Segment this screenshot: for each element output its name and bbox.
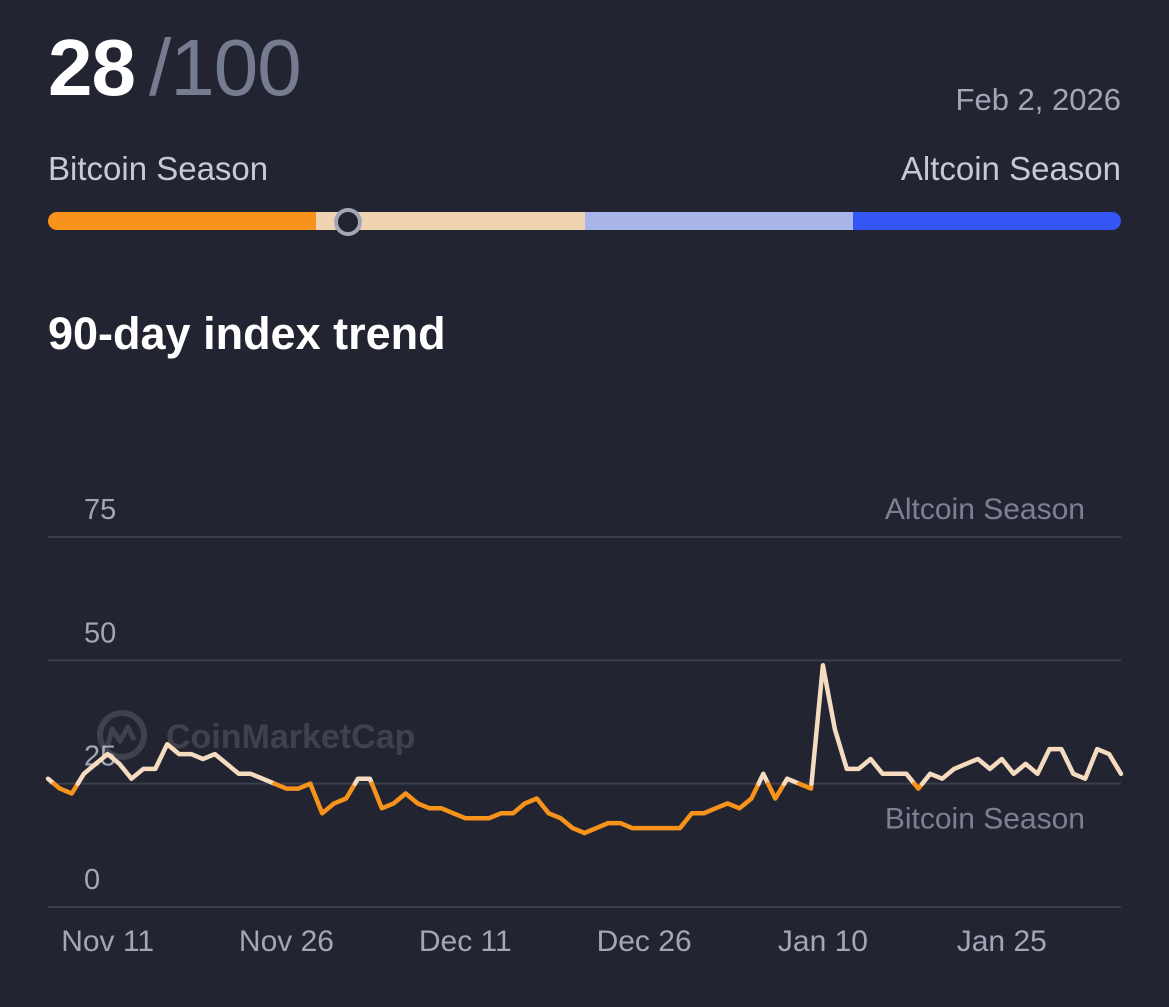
y-tick-label: 75	[84, 494, 116, 526]
coinmarketcap-logo-wave	[105, 724, 137, 746]
x-tick-label: Nov 26	[239, 925, 334, 958]
trend-line-segment	[352, 776, 375, 786]
trend-line	[45, 663, 1124, 836]
trend-title: 90-day index trend	[48, 308, 446, 359]
x-tick-label: Dec 11	[419, 925, 512, 958]
altcoin-season-label: Altcoin Season	[900, 150, 1121, 187]
index-score: 28 /100	[48, 22, 302, 122]
x-tick-label: Jan 25	[957, 925, 1047, 958]
trend-line-segment	[781, 776, 802, 786]
watermark-text: CoinMarketCap	[166, 718, 415, 756]
watermark: CoinMarketCap	[97, 710, 415, 760]
x-axis-ticks: Nov 11 Nov 26 Dec 11 Dec 26 Jan 10 Jan 25	[61, 925, 1047, 958]
x-tick-label: Jan 10	[778, 925, 868, 958]
x-tick-label: Dec 26	[597, 925, 692, 958]
gauge-segment-bitcoin	[48, 212, 317, 230]
trend-line-segment	[765, 781, 787, 801]
zone-label-bitcoin: Bitcoin Season	[885, 803, 1085, 836]
score-max: /100	[148, 23, 302, 112]
gauge-marker	[334, 208, 363, 236]
trend-line-segment	[272, 781, 313, 791]
gauge-segment-neutral-altcoin	[584, 212, 853, 230]
trend-line-segment	[75, 741, 277, 786]
index-date: Feb 2, 2026	[955, 82, 1121, 117]
x-tick-label: Nov 11	[61, 925, 154, 958]
zone-labels: Altcoin Season Bitcoin Season	[885, 493, 1085, 836]
gauge-segment-altcoin	[852, 212, 1121, 230]
score-value: 28	[48, 23, 136, 112]
season-gauge-bar	[48, 212, 1121, 230]
trend-line-segment	[756, 771, 771, 786]
trend-line-segment	[51, 781, 81, 796]
zone-label-altcoin: Altcoin Season	[885, 493, 1085, 526]
trend-line-segment	[369, 781, 761, 836]
coinmarketcap-logo-icon	[97, 710, 147, 760]
trend-line-segment	[920, 746, 1124, 786]
trend-line-segment	[809, 663, 917, 786]
y-tick-label: 50	[84, 617, 116, 649]
trend-line-segment	[308, 781, 358, 816]
y-tick-label: 0	[84, 864, 100, 896]
bitcoin-season-label: Bitcoin Season	[48, 150, 269, 187]
gauge-segment-neutral-bitcoin	[316, 212, 585, 230]
